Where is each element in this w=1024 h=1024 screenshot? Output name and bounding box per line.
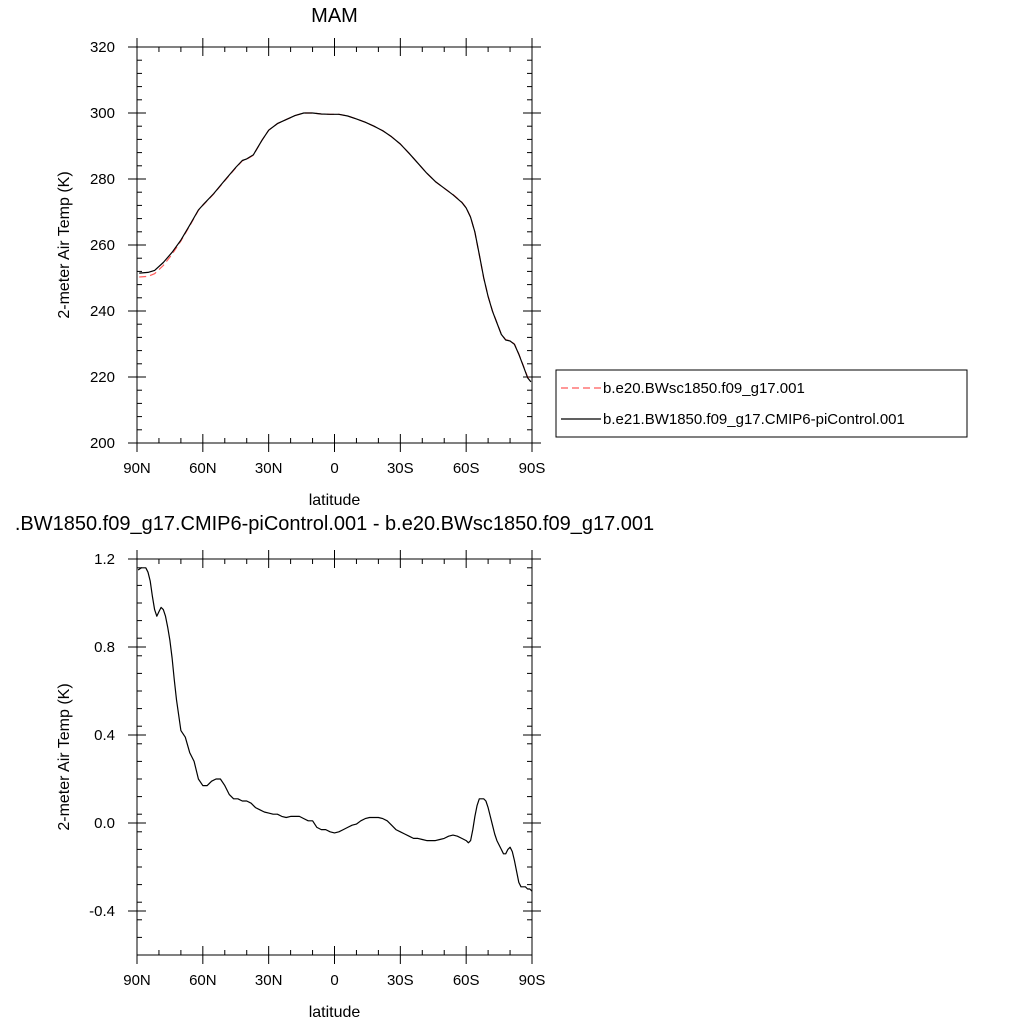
- x-tick-label: 30N: [255, 460, 283, 477]
- x-tick-label: 30S: [387, 460, 414, 477]
- series-line-2: [139, 112, 532, 383]
- y-tick-label: 240: [90, 303, 115, 320]
- y-tick-label: 220: [90, 369, 115, 386]
- y-tick-label: 200: [90, 435, 115, 452]
- x-tick-label: 30N: [255, 972, 283, 989]
- chart-title: MAM: [311, 5, 358, 27]
- x-axis-title: latitude: [309, 492, 361, 509]
- y-axis-title: 2-meter Air Temp (K): [56, 683, 73, 830]
- x-tick-label: 90N: [123, 460, 151, 477]
- legend-box: [555, 369, 968, 438]
- x-tick-label: 90N: [123, 972, 151, 989]
- series-line-1: [139, 112, 532, 382]
- x-tick-label: 60S: [453, 460, 480, 477]
- legend-label-1: b.e20.BWsc1850.f09_g17.001: [603, 380, 805, 397]
- y-tick-label: 1.2: [94, 551, 115, 568]
- chart-title: .BW1850.f09_g17.CMIP6-piControl.001 - b.…: [15, 513, 654, 535]
- x-axis-title: latitude: [309, 1004, 361, 1021]
- plot-frame: [136, 46, 533, 444]
- x-tick-label: 30S: [387, 972, 414, 989]
- x-tick-label: 0: [330, 972, 338, 989]
- x-tick-label: 90S: [519, 972, 546, 989]
- plot-frame: [136, 558, 533, 956]
- chart-panel-1: 90N 60N 30N 0 30S 60S 90S 200 220 240 260 280 300 320…: [56, 5, 968, 509]
- y-tick-label: 260: [90, 237, 115, 254]
- x-tick-label: 90S: [519, 460, 546, 477]
- chart-legend: b.e20.BWsc1850.f09_g17.001 b.e21.BW1850.f…: [555, 369, 968, 438]
- y-tick-label: 0.0: [94, 815, 115, 832]
- y-tick-label: 320: [90, 39, 115, 56]
- chart-panel-2: 90N 60N 30N 0 30S 60S 90S -0.4 0.0 0.4 0.8 1.2 .BW18…: [15, 513, 654, 1021]
- series-line-1: [137, 567, 533, 892]
- x-tick-label: 60N: [189, 460, 217, 477]
- y-tick-label: 280: [90, 171, 115, 188]
- x-tick-label: 0: [330, 460, 338, 477]
- y-axis-title: 2-meter Air Temp (K): [56, 171, 73, 318]
- y-tick-label: -0.4: [89, 903, 115, 920]
- x-tick-label: 60N: [189, 972, 217, 989]
- legend-label-2: b.e21.BW1850.f09_g17.CMIP6-piControl.001: [603, 411, 905, 428]
- x-tick-label: 60S: [453, 972, 480, 989]
- y-tick-label: 0.8: [94, 639, 115, 656]
- y-tick-label: 300: [90, 105, 115, 122]
- y-tick-label: 0.4: [94, 727, 115, 744]
